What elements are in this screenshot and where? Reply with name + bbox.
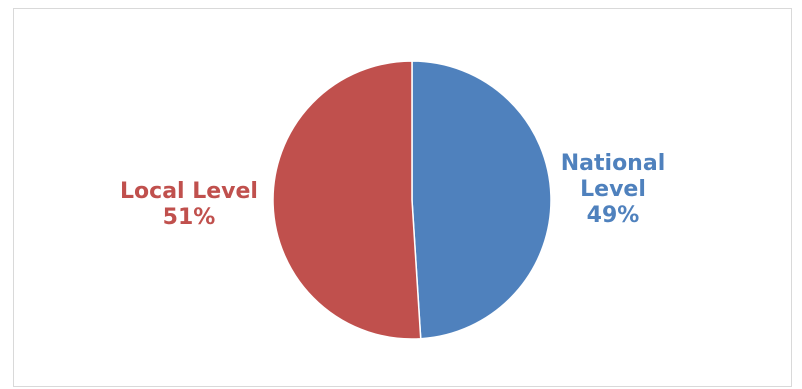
pie-slice-national-level <box>411 60 552 340</box>
data-label-national-level: National Level 49% <box>548 151 678 229</box>
data-label-local-level: Local Level 51% <box>104 179 274 231</box>
data-label-local-level-name: Local Level <box>120 179 258 204</box>
data-label-local-level-percent: 51% <box>162 205 216 230</box>
data-label-national-level-percent: 49% <box>586 203 640 228</box>
data-label-national-level-name-line1: National <box>560 151 666 176</box>
pie-slice-local-level <box>272 60 422 340</box>
data-label-national-level-name-line2: Level <box>580 177 646 202</box>
